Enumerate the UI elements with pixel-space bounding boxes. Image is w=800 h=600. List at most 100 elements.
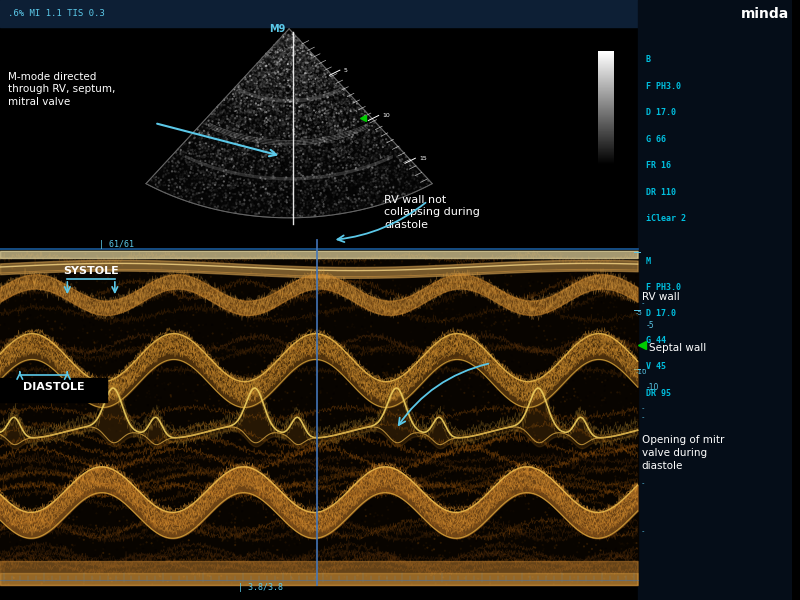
Point [180, 142, 193, 151]
Point [234, 91, 246, 100]
Point [280, 182, 293, 191]
Point [102, 424, 115, 433]
Point [332, 151, 345, 161]
Point [293, 53, 306, 62]
Point [18, 500, 31, 510]
Point [279, 134, 292, 144]
Point [310, 85, 323, 95]
Point [242, 79, 254, 88]
Point [362, 122, 375, 131]
Point [494, 317, 507, 327]
Point [390, 521, 402, 530]
Point [279, 32, 292, 42]
Point [34, 388, 47, 397]
Point [214, 132, 227, 142]
Point [435, 317, 448, 327]
Point [27, 467, 40, 477]
Point [269, 52, 282, 62]
Point [240, 169, 253, 179]
Point [451, 281, 464, 290]
Point [186, 137, 199, 146]
Point [306, 73, 319, 82]
Point [79, 392, 92, 402]
Point [288, 44, 301, 53]
Point [257, 155, 270, 165]
Point [370, 134, 383, 143]
Point [616, 439, 629, 449]
Point [519, 380, 532, 390]
Point [276, 210, 289, 220]
Point [508, 496, 521, 506]
Point [524, 281, 537, 290]
Point [299, 112, 312, 121]
Point [10, 385, 23, 394]
Point [389, 499, 402, 509]
Point [174, 166, 186, 175]
Point [269, 66, 282, 76]
Point [54, 426, 67, 436]
Point [556, 439, 569, 449]
Point [264, 55, 277, 65]
Point [328, 188, 341, 197]
Point [362, 110, 374, 120]
Point [591, 284, 604, 293]
Point [288, 76, 301, 86]
Point [94, 559, 107, 568]
Point [362, 385, 375, 394]
Point [264, 79, 277, 89]
Point [78, 527, 91, 536]
Point [202, 547, 214, 557]
Point [343, 515, 356, 525]
Point [233, 146, 246, 155]
Point [212, 146, 225, 155]
Point [306, 65, 319, 74]
Point [134, 569, 147, 578]
Point [340, 99, 353, 109]
Point [281, 156, 294, 166]
Point [217, 117, 230, 127]
Point [197, 166, 210, 175]
Point [432, 528, 445, 538]
Point [242, 115, 255, 124]
Point [342, 122, 354, 132]
Point [0, 558, 10, 568]
Point [263, 51, 276, 61]
Point [318, 187, 330, 197]
Point [305, 151, 318, 161]
Point [306, 54, 319, 64]
Point [279, 91, 292, 101]
Point [148, 369, 161, 379]
Point [402, 179, 415, 188]
Point [561, 490, 574, 500]
Point [305, 107, 318, 116]
Point [259, 85, 272, 94]
Point [335, 147, 348, 157]
Point [352, 146, 365, 155]
Point [386, 451, 399, 460]
Point [285, 44, 298, 53]
Point [325, 168, 338, 178]
Point [282, 31, 294, 41]
Point [290, 62, 302, 72]
Point [280, 127, 293, 136]
Point [349, 194, 362, 204]
Point [349, 267, 362, 277]
Point [338, 193, 351, 203]
Point [255, 107, 268, 117]
Point [270, 153, 283, 163]
Point [358, 154, 370, 163]
Point [327, 209, 340, 219]
Point [244, 123, 257, 133]
Point [210, 186, 223, 196]
Point [326, 206, 338, 215]
Point [330, 159, 343, 169]
Point [218, 172, 230, 181]
Point [280, 35, 293, 45]
Point [298, 121, 311, 131]
Point [359, 413, 372, 423]
Point [530, 376, 542, 386]
Point [165, 370, 178, 379]
Point [318, 72, 331, 82]
Point [292, 50, 305, 60]
Point [371, 172, 384, 182]
